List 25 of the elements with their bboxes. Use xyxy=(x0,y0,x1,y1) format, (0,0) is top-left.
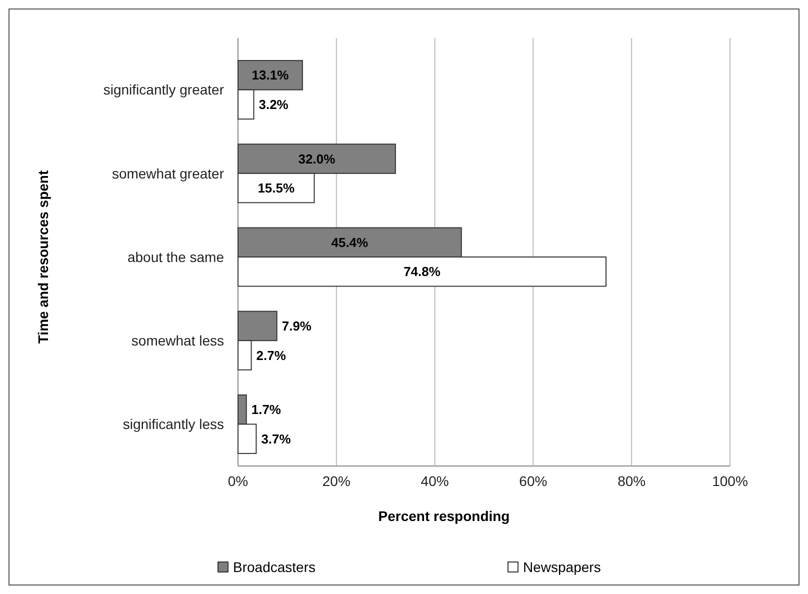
y-tick-label: about the same xyxy=(127,248,224,265)
data-label: 74.8% xyxy=(404,264,441,280)
data-label: 3.2% xyxy=(258,96,289,112)
x-tick-label: 100% xyxy=(712,473,748,489)
data-label: 7.9% xyxy=(282,318,312,334)
x-tick-label: 60% xyxy=(519,473,548,489)
data-label: 3.7% xyxy=(261,431,292,446)
y-tick-label: significantly less xyxy=(122,416,224,432)
x-axis-title: Percent responding xyxy=(378,508,510,524)
data-label: 1.7% xyxy=(251,402,282,418)
x-tick-label: 0% xyxy=(228,473,248,489)
data-label: 2.7% xyxy=(256,348,286,363)
legend-label: Newspapers xyxy=(523,559,601,575)
legend-label: Broadcasters xyxy=(233,559,316,575)
x-tick-label: 80% xyxy=(618,473,646,489)
data-label: 15.5% xyxy=(258,180,295,196)
y-tick-label: somewhat greater xyxy=(112,165,224,182)
y-tick-label: somewhat less xyxy=(131,332,224,348)
x-tick-label: 40% xyxy=(420,473,449,489)
data-label: 32.0% xyxy=(298,151,336,166)
y-tick-label: significantly greater xyxy=(103,82,224,98)
x-tick-label: 20% xyxy=(322,473,350,489)
data-label: 45.4% xyxy=(331,234,369,250)
data-label: 13.1% xyxy=(252,68,290,83)
y-axis-title: Time and resources spent xyxy=(35,170,51,344)
